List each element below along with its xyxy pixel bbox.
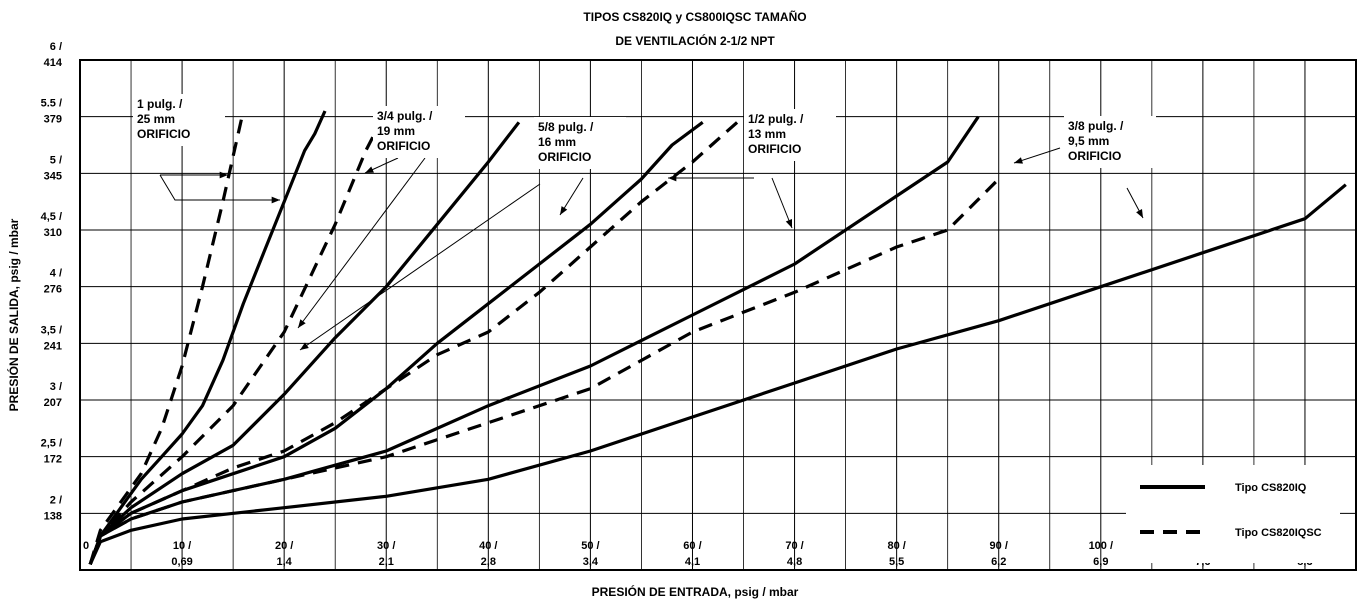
series-line-0: [88, 110, 245, 565]
series-line-3: [88, 121, 521, 565]
leader-1in-solid: [159, 174, 280, 201]
x-tick-label: 6,2: [991, 556, 1006, 568]
leader-arrowhead: [1136, 209, 1143, 218]
x-tick-label: 100 /: [1089, 540, 1113, 552]
series-line-4: [88, 115, 745, 565]
annotation-orifice-label: 1/2 pulg. /: [748, 112, 804, 126]
leader-1-2in-solid: [771, 177, 793, 229]
annotation-bg: [373, 106, 465, 158]
annotation-orifice-label: 9,5 mm: [1068, 134, 1109, 148]
series-line-1: [88, 110, 327, 565]
annotation-leaders: [159, 147, 1144, 351]
annotation-bg: [534, 117, 626, 169]
annotation-orifice-label: 3/4 pulg. /: [377, 109, 433, 123]
series-line-5: [88, 121, 704, 565]
annotation-orifice-label: 16 mm: [538, 135, 576, 149]
leader-arrowhead: [365, 166, 374, 173]
series-line-7: [88, 115, 980, 565]
x-axis-label: PRESIÓN DE ENTRADA, psig / mbar: [592, 584, 799, 599]
leader-arrowhead: [298, 319, 306, 328]
leader-3-4in-solid: [297, 157, 426, 329]
y-tick-label: 2 /: [50, 494, 62, 506]
y-tick-label: 310: [44, 227, 62, 239]
leader-arrowhead: [300, 342, 309, 350]
annotation-orifice-label: ORIFICIO: [137, 127, 190, 141]
x-tick-label: 0: [83, 540, 89, 552]
x-tick-label: 20 /: [275, 540, 293, 552]
y-tick-label: 345: [44, 170, 62, 182]
y-tick-label: 5 /: [50, 154, 62, 166]
annotation-bg: [1064, 116, 1156, 168]
annotation-orifice-label: ORIFICIO: [1068, 149, 1121, 163]
x-tick-label: 40 /: [479, 540, 497, 552]
x-tick-label: 50 /: [581, 540, 599, 552]
x-tick-label: 4,1: [685, 556, 700, 568]
series-lines: [88, 110, 1347, 565]
leader-arrowhead: [219, 171, 228, 179]
annotation-bg: [744, 109, 836, 161]
series-line-8: [88, 183, 1347, 565]
leader-arrowhead: [668, 174, 677, 182]
annotation-orifice-label: ORIFICIO: [748, 142, 801, 156]
chart-title-line-2: DE VENTILACIÓN 2-1/2 NPT: [615, 33, 775, 48]
annotation-orifice-label: 3/8 pulg. /: [1068, 119, 1124, 133]
y-axis-label: PRESIÓN DE SALIDA, psig / mbar: [6, 218, 21, 411]
plot-frame: [79, 59, 1357, 571]
annotation-orifice-label: ORIFICIO: [377, 139, 430, 153]
leader-arrowhead: [785, 219, 792, 228]
series-line-6: [88, 177, 1000, 565]
y-tick-label: 172: [44, 454, 62, 466]
annotation-orifice-label: 19 mm: [377, 124, 415, 138]
x-tick-label: 80 /: [887, 540, 905, 552]
annotation-orifice-label: ORIFICIO: [538, 150, 591, 164]
leader-arrowhead: [560, 206, 568, 215]
x-tick-label: 5,5: [889, 556, 904, 568]
y-tick-label: 379: [44, 114, 62, 126]
x-tick-label: 6,9: [1093, 556, 1108, 568]
y-tick-label: 276: [44, 284, 62, 296]
annotation-orifice-label: 13 mm: [748, 127, 786, 141]
y-tick-label: 6 /: [50, 41, 62, 53]
x-tick-label: 1,4: [277, 556, 293, 568]
leader-arrowhead: [1014, 157, 1023, 164]
legend-label-cs820iqsc: Tipo CS820IQSC: [1235, 527, 1322, 539]
annotation-orifice-label: 25 mm: [137, 112, 175, 126]
y-tick-label: 2,5 /: [41, 438, 62, 450]
y-tick-label: 138: [44, 510, 62, 522]
y-tick-label: 414: [44, 57, 63, 69]
x-tick-label: 30 /: [377, 540, 395, 552]
leader-5-8in: [299, 183, 541, 351]
x-tick-label: 90 /: [990, 540, 1008, 552]
annotation-bg: [133, 94, 225, 146]
y-tick-label: 241: [44, 340, 62, 352]
annotation-orifice-label: 5/8 pulg. /: [538, 120, 594, 134]
legend-box: [1126, 465, 1340, 563]
x-tick-label: 10 /: [173, 540, 191, 552]
x-tick-label: 60 /: [683, 540, 701, 552]
chart-title-line-1: TIPOS CS820IQ y CS800IQSC TAMAÑO: [583, 9, 806, 24]
y-tick-label: 3,5 /: [41, 324, 62, 336]
y-tick-labels: 2 / 138 2,5 / 172 3 / 207 3,5 / 241 4 / 276 4,5 / 3…: [41, 41, 63, 522]
leader-arrowhead: [271, 196, 280, 204]
legend: Tipo CS820IQ Tipo CS820IQSC: [1126, 465, 1340, 563]
x-tick-label: 2,8: [481, 556, 496, 568]
annotation-orifice-label: 1 pulg. /: [137, 97, 183, 111]
x-tick-label: 3,4: [583, 556, 599, 568]
x-tick-label: 2,1: [379, 556, 394, 568]
y-tick-label: 5.5 /: [41, 98, 62, 110]
x-tick-label: 0,69: [171, 556, 192, 568]
y-tick-label: 207: [44, 397, 62, 409]
legend-label-cs820iq: Tipo CS820IQ: [1235, 482, 1307, 494]
y-tick-label: 3 /: [50, 381, 62, 393]
x-tick-label: 4,8: [787, 556, 802, 568]
y-tick-label: 4 /: [50, 268, 62, 280]
x-tick-label: 70 /: [785, 540, 803, 552]
y-tick-label: 4,5 /: [41, 211, 62, 223]
series-line-2: [88, 110, 388, 565]
